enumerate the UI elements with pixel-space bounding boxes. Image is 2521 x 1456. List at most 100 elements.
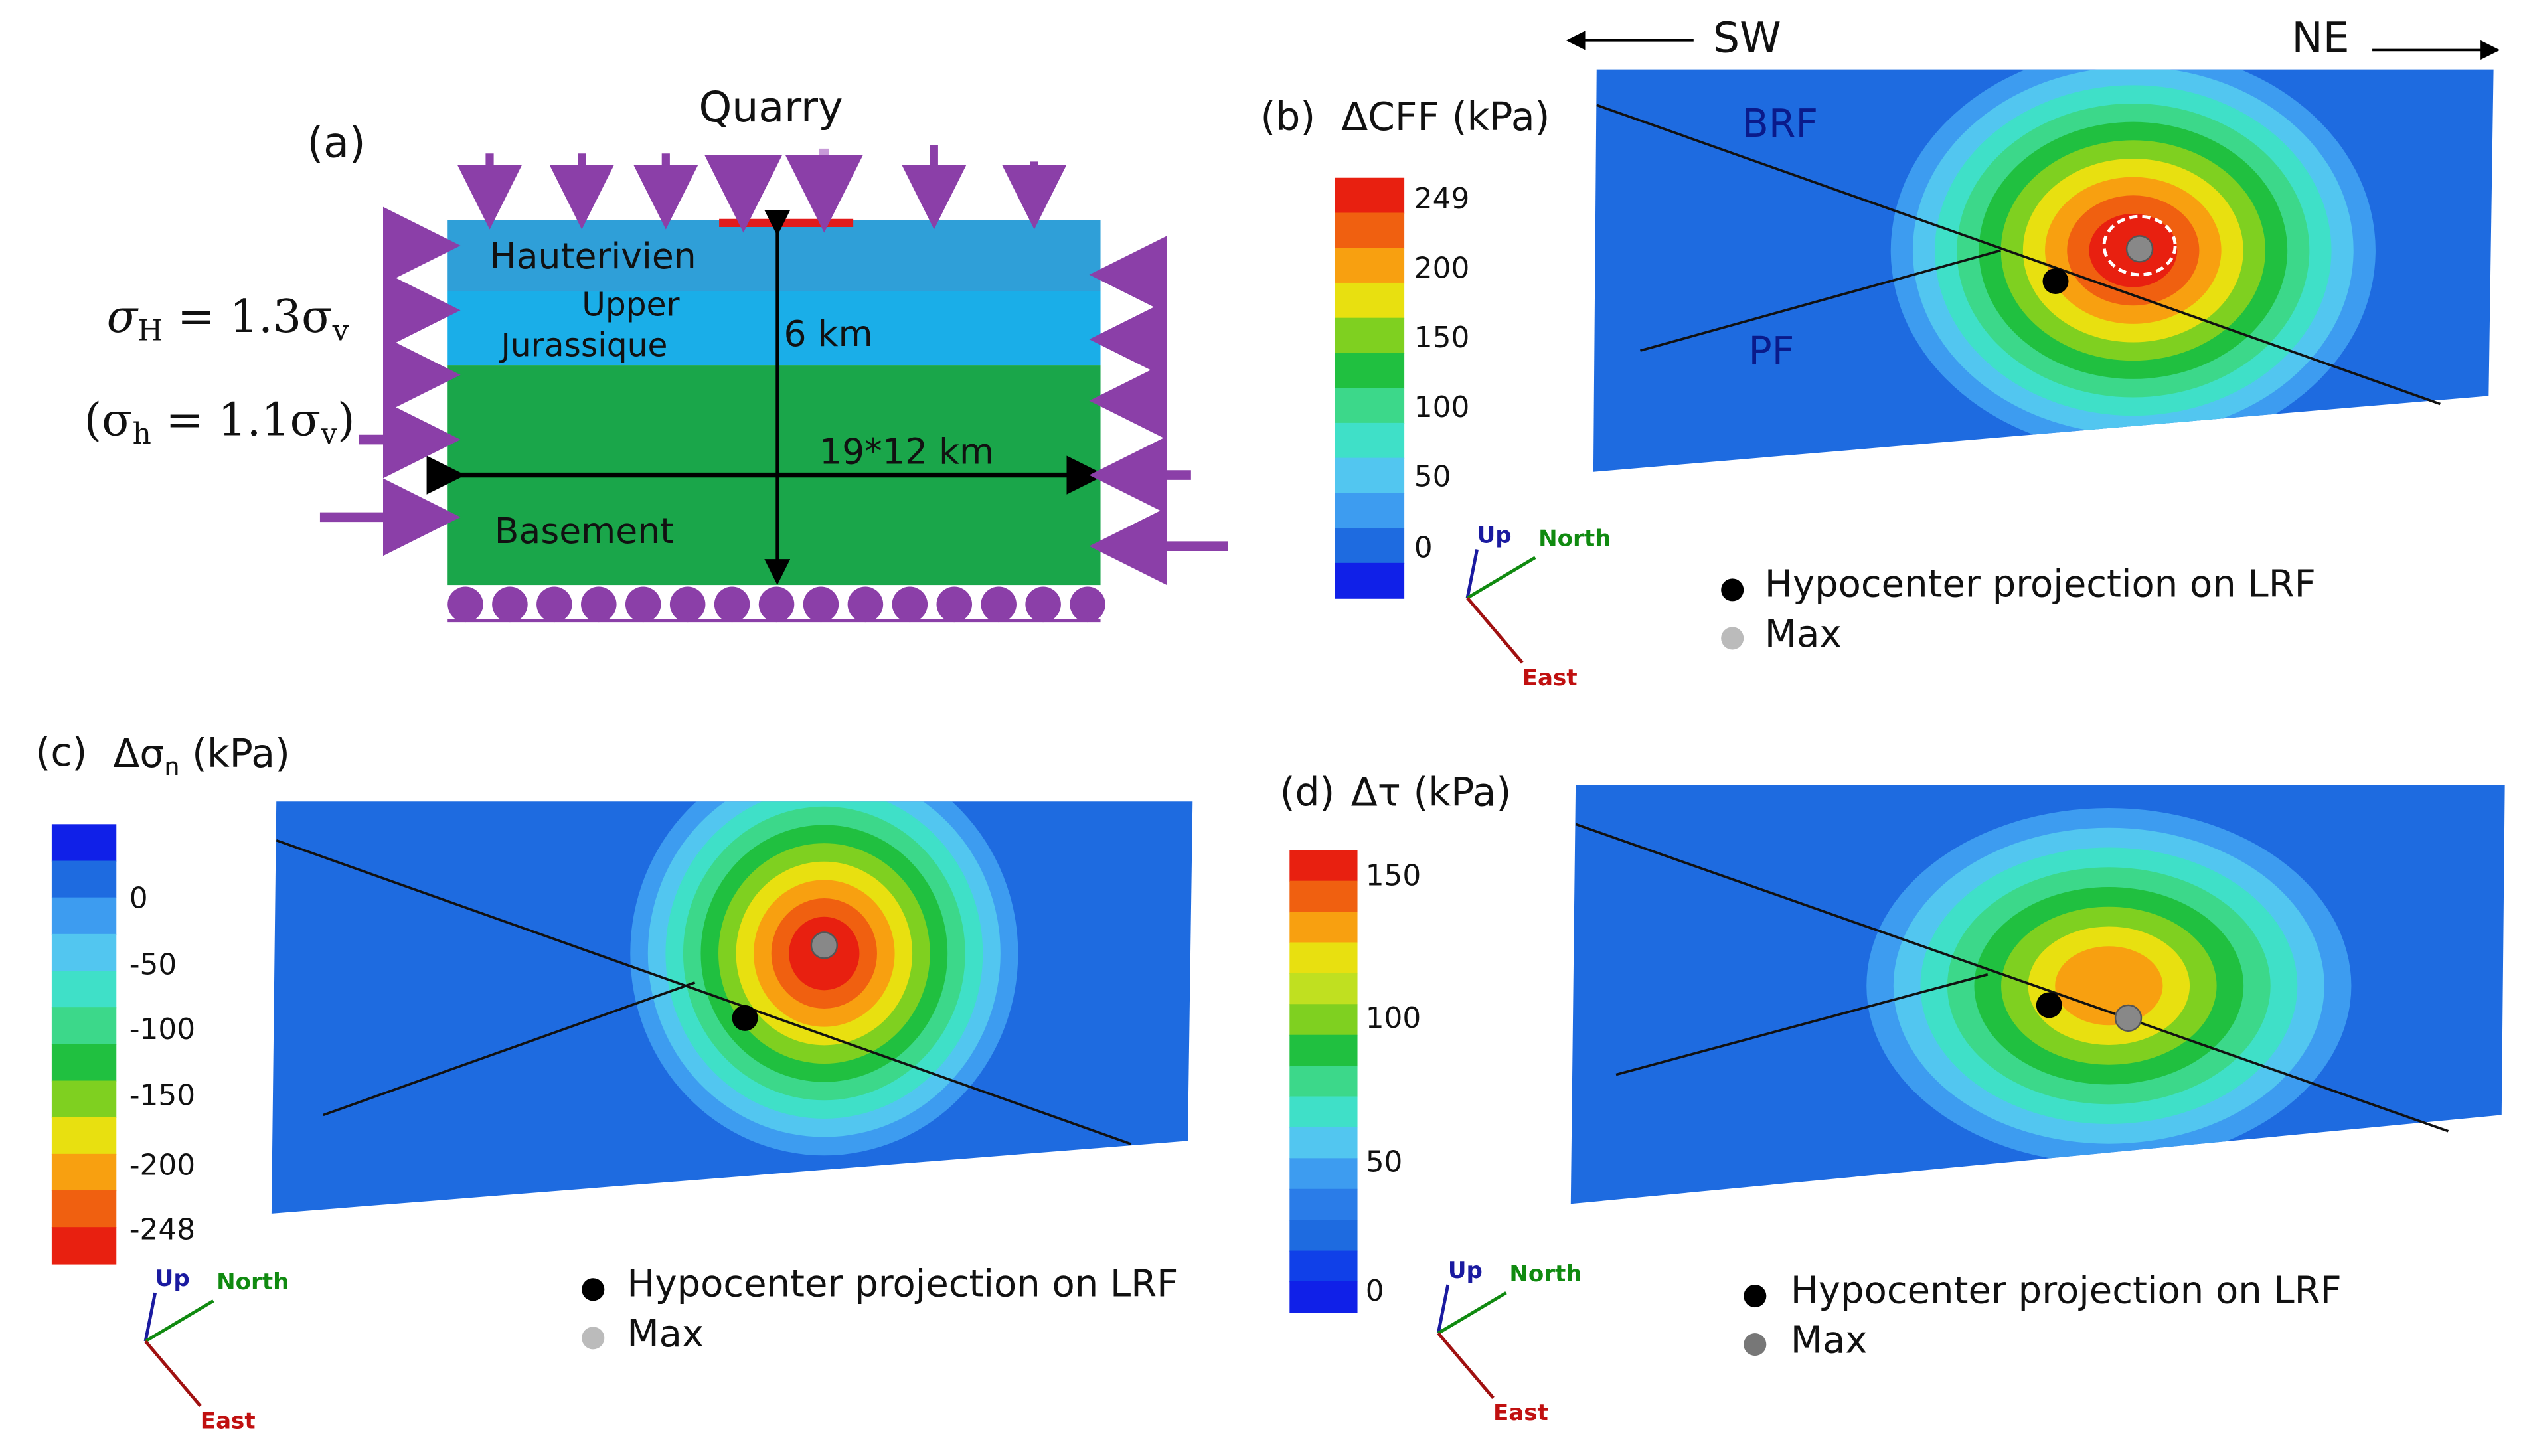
colorbar-label: -50: [129, 948, 177, 982]
colorbar-label: 150: [1366, 859, 1422, 893]
colorbar-label: 249: [1414, 182, 1470, 216]
colorbar-label: 0: [1366, 1274, 1384, 1308]
colorbar-segment: [51, 1153, 117, 1192]
colorbar-label: 0: [129, 882, 148, 916]
legend-label: Max: [627, 1313, 704, 1356]
roller: [714, 586, 750, 623]
title-sub: n: [164, 752, 179, 781]
colorbar-label: -100: [129, 1012, 195, 1046]
colorbar-segment: [51, 1044, 117, 1082]
legend-marker: [1744, 1285, 1767, 1308]
axis-label: North: [1509, 1261, 1582, 1287]
axis-up: [1436, 1284, 1450, 1334]
hypocenter: [2036, 992, 2062, 1018]
colorbar-label: 0: [1414, 531, 1433, 565]
roller: [447, 586, 483, 623]
axis-up: [143, 1292, 157, 1342]
colorbar-segment: [1289, 850, 1358, 882]
colorbar-label: 100: [1414, 390, 1470, 424]
panel-label: (a): [307, 118, 365, 167]
colorbar-segment: [1289, 1220, 1358, 1252]
fault-line: [323, 981, 696, 1117]
legend-label: Hypocenter projection on LRF: [1791, 1269, 2342, 1312]
layer-label: Jurassique: [499, 327, 668, 364]
roller: [981, 586, 1017, 623]
axis-east: [144, 1340, 202, 1408]
contour: [2055, 946, 2163, 1026]
colorbar-label: 150: [1414, 321, 1470, 355]
subscript: H: [137, 313, 163, 347]
fault-line: [1575, 823, 2449, 1133]
colorbar-segment: [1335, 212, 1405, 249]
panel-label: (b): [1261, 94, 1316, 139]
colorbar-label: 100: [1366, 1001, 1422, 1035]
colorbar-segment: [51, 971, 117, 1009]
colorbar-segment: [51, 1117, 117, 1155]
colorbar-segment: [1335, 388, 1405, 424]
axis-north: [1466, 556, 1536, 600]
roller: [581, 586, 617, 623]
axis-label: Up: [1477, 523, 1512, 549]
axis-label: North: [1538, 525, 1611, 552]
colorbar-segment: [1289, 1188, 1358, 1221]
colorbar-segment: [1335, 248, 1405, 284]
axis-label: Up: [1448, 1257, 1483, 1284]
symbol: σ: [107, 290, 139, 343]
legend-marker: [1744, 1333, 1767, 1356]
colorbar-segment: [51, 1190, 117, 1228]
fault-line: [1596, 104, 2441, 406]
axis-label: East: [1493, 1400, 1548, 1426]
colorbar-segment: [1335, 353, 1405, 389]
colorbar-segment: [1335, 493, 1405, 529]
depth-label: 6 km: [783, 313, 872, 355]
colorbar-segment: [51, 933, 117, 972]
colorbar-segment: [1289, 912, 1358, 943]
max-point: [810, 931, 839, 959]
colorbar-segment: [1335, 422, 1405, 459]
fault-label: PF: [1749, 329, 1795, 374]
colorbar-segment: [51, 1080, 117, 1118]
legend-marker: [1721, 578, 1744, 602]
legend-label: Hypocenter projection on LRF: [627, 1263, 1178, 1306]
layer-label: Hauterivien: [490, 235, 696, 277]
roller: [936, 586, 973, 623]
colorbar-segment: [51, 824, 117, 862]
load-arrows: [319, 145, 1228, 623]
stress-ratio: σH = 1.3σv: [107, 290, 349, 347]
symbol: = 1.1σ: [151, 394, 321, 446]
panel-b-extra: (b) ΔCFF (kPa) SW NE BRF PF (d) Δτ (kPa)…: [36, 13, 2500, 815]
colorbar-segment: [1289, 1281, 1358, 1313]
axis-east: [1466, 596, 1524, 664]
legend-label: Max: [1765, 613, 1842, 656]
panel-label: (d): [1280, 770, 1335, 815]
colorbar-segment: [1289, 973, 1358, 1005]
roller: [758, 586, 795, 623]
axis-up: [1465, 549, 1479, 599]
layer-label: Basement: [495, 510, 674, 552]
colorbar-label: -200: [129, 1148, 195, 1182]
colorbar-segment: [1289, 1004, 1358, 1036]
axis-label: Up: [155, 1265, 190, 1292]
colorbar-segment: [1335, 177, 1405, 214]
symbol: ): [337, 394, 355, 446]
roller: [1025, 586, 1061, 623]
max-point: [2125, 235, 2154, 263]
subscript: h: [133, 417, 151, 451]
panel-title: Δσn (kPa): [113, 731, 289, 780]
panel-title: Δτ (kPa): [1351, 770, 1511, 815]
colorbar-label: 50: [1414, 459, 1451, 493]
roller: [1070, 586, 1105, 623]
colorbar-label: 200: [1414, 251, 1470, 285]
colorbar-label: -248: [129, 1213, 195, 1247]
panels: 249 200 150 100 50 0 Up North East Hypocenter pro…: [51, 69, 2505, 1434]
colorbar-segment: [1289, 1158, 1358, 1190]
roller: [669, 586, 706, 623]
colorbar-label: 50: [1366, 1145, 1403, 1178]
axis-label: East: [201, 1408, 256, 1434]
colorbar-segment: [1289, 1127, 1358, 1159]
panel-a: (a) Quarry Hauterivien Upper Jurassique …: [84, 82, 1228, 623]
extent-label: 19*12 km: [819, 431, 994, 473]
legend-marker: [582, 1278, 605, 1301]
legend-label: Max: [1791, 1319, 1868, 1362]
